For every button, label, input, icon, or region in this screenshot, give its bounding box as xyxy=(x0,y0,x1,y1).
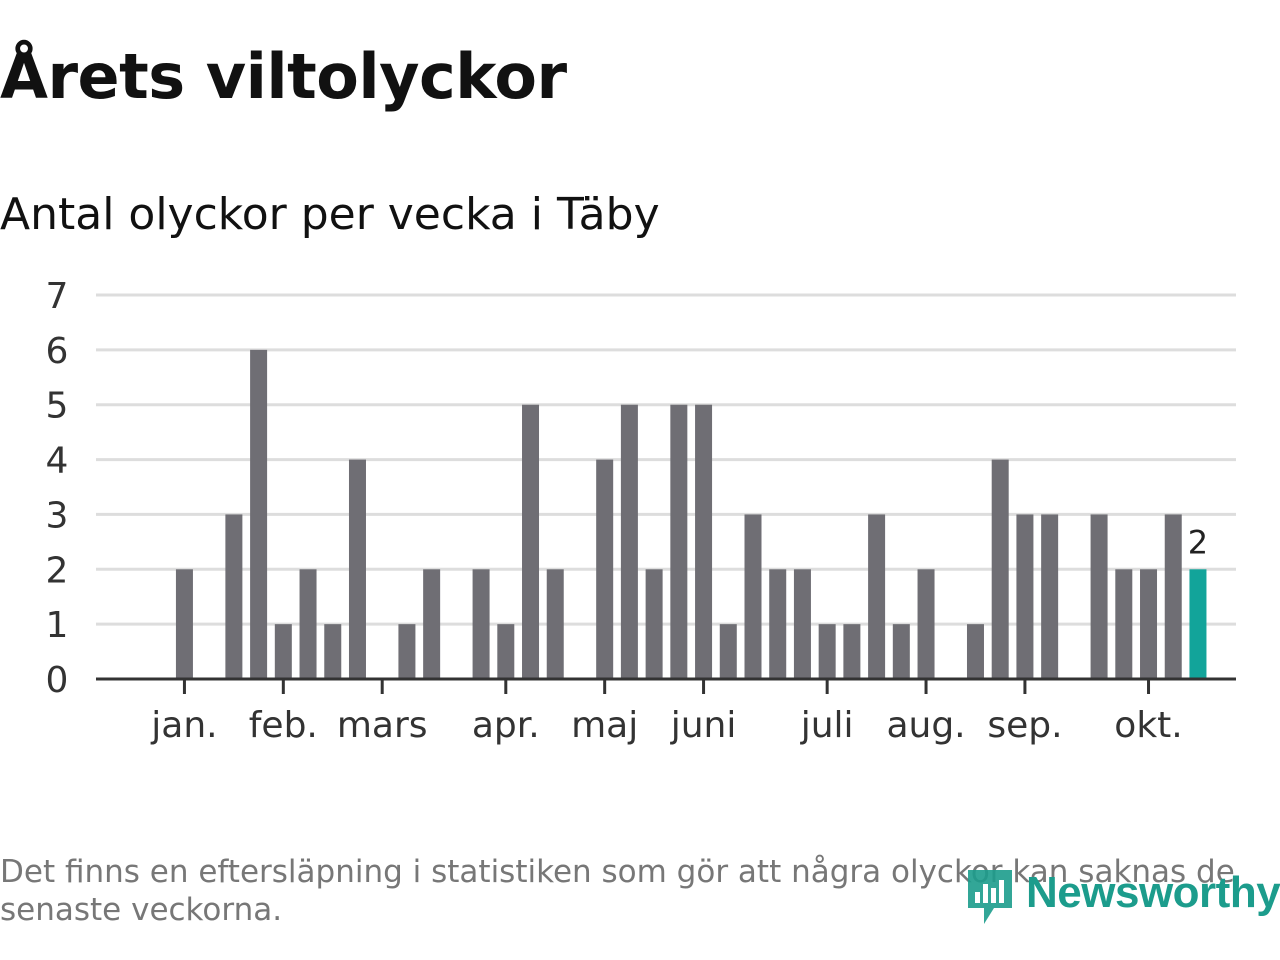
bar xyxy=(497,624,515,679)
x-tick-label: jan. xyxy=(150,705,217,746)
bars xyxy=(175,349,1207,679)
x-tick-label: apr. xyxy=(472,705,540,746)
bar xyxy=(225,514,243,679)
bar xyxy=(818,624,836,679)
bar xyxy=(1115,569,1133,679)
bar xyxy=(522,404,540,679)
bar xyxy=(175,569,193,679)
brand-logo: Newsworthy xyxy=(962,858,1280,928)
bar xyxy=(398,624,416,679)
y-tick-label: 5 xyxy=(46,386,69,427)
x-axis xyxy=(96,677,1236,694)
bar xyxy=(966,624,984,679)
bar xyxy=(1164,514,1182,679)
x-tick-label: feb. xyxy=(249,705,318,746)
data-labels: 2 xyxy=(1188,523,1208,561)
chart-title: Årets viltolyckor xyxy=(0,40,567,113)
footnote: Det finns en eftersläpning i statistiken… xyxy=(0,854,1235,928)
newsworthy-logo-icon xyxy=(968,870,1012,924)
y-tick-label: 1 xyxy=(46,605,69,646)
bar xyxy=(1016,514,1034,679)
bar-chart: 0 1 2 3 4 5 6 7 jan. feb. mars apr. maj juni juli aug.… xyxy=(46,276,1236,746)
bar xyxy=(892,624,910,679)
bar xyxy=(1090,514,1108,679)
bar xyxy=(1041,514,1059,679)
bar xyxy=(670,404,688,679)
x-axis-labels: jan. feb. mars apr. maj juni juli aug. sep. okt. xyxy=(150,705,1182,746)
y-tick-label: 3 xyxy=(46,495,69,536)
x-tick-label: juni xyxy=(670,705,737,746)
bar xyxy=(868,514,886,679)
bar-highlight xyxy=(1189,569,1207,679)
bar xyxy=(719,624,737,679)
bar xyxy=(843,624,861,679)
y-tick-label: 4 xyxy=(46,441,69,482)
bar xyxy=(546,569,564,679)
bar xyxy=(250,349,268,679)
bar xyxy=(423,569,441,679)
bar xyxy=(793,569,811,679)
bar xyxy=(991,459,1009,679)
x-tick-label: aug. xyxy=(886,705,965,746)
y-tick-label: 6 xyxy=(46,331,69,372)
y-axis-labels: 0 1 2 3 4 5 6 7 xyxy=(46,276,69,701)
bar xyxy=(1140,569,1158,679)
bar xyxy=(645,569,663,679)
chart-subtitle: Antal olyckor per vecka i Täby xyxy=(0,189,660,240)
x-tick-label: maj xyxy=(571,705,638,746)
bar xyxy=(769,569,787,679)
bar xyxy=(348,459,366,679)
bar xyxy=(917,569,935,679)
x-tick-label: mars xyxy=(337,705,428,746)
x-tick-label: sep. xyxy=(987,705,1062,746)
brand-name: Newsworthy xyxy=(1026,868,1280,917)
x-tick-label: juli xyxy=(800,705,854,746)
bar xyxy=(596,459,614,679)
gridlines xyxy=(96,293,1236,626)
y-tick-label: 0 xyxy=(46,660,69,701)
x-tick-label: okt. xyxy=(1114,705,1182,746)
last-value-label: 2 xyxy=(1188,523,1208,561)
y-tick-label: 7 xyxy=(46,276,69,317)
bar xyxy=(324,624,342,679)
y-tick-label: 2 xyxy=(46,550,69,591)
bar xyxy=(274,624,292,679)
bar xyxy=(744,514,762,679)
bar xyxy=(472,569,490,679)
bar xyxy=(695,404,713,679)
bar xyxy=(620,404,638,679)
bar xyxy=(299,569,317,679)
